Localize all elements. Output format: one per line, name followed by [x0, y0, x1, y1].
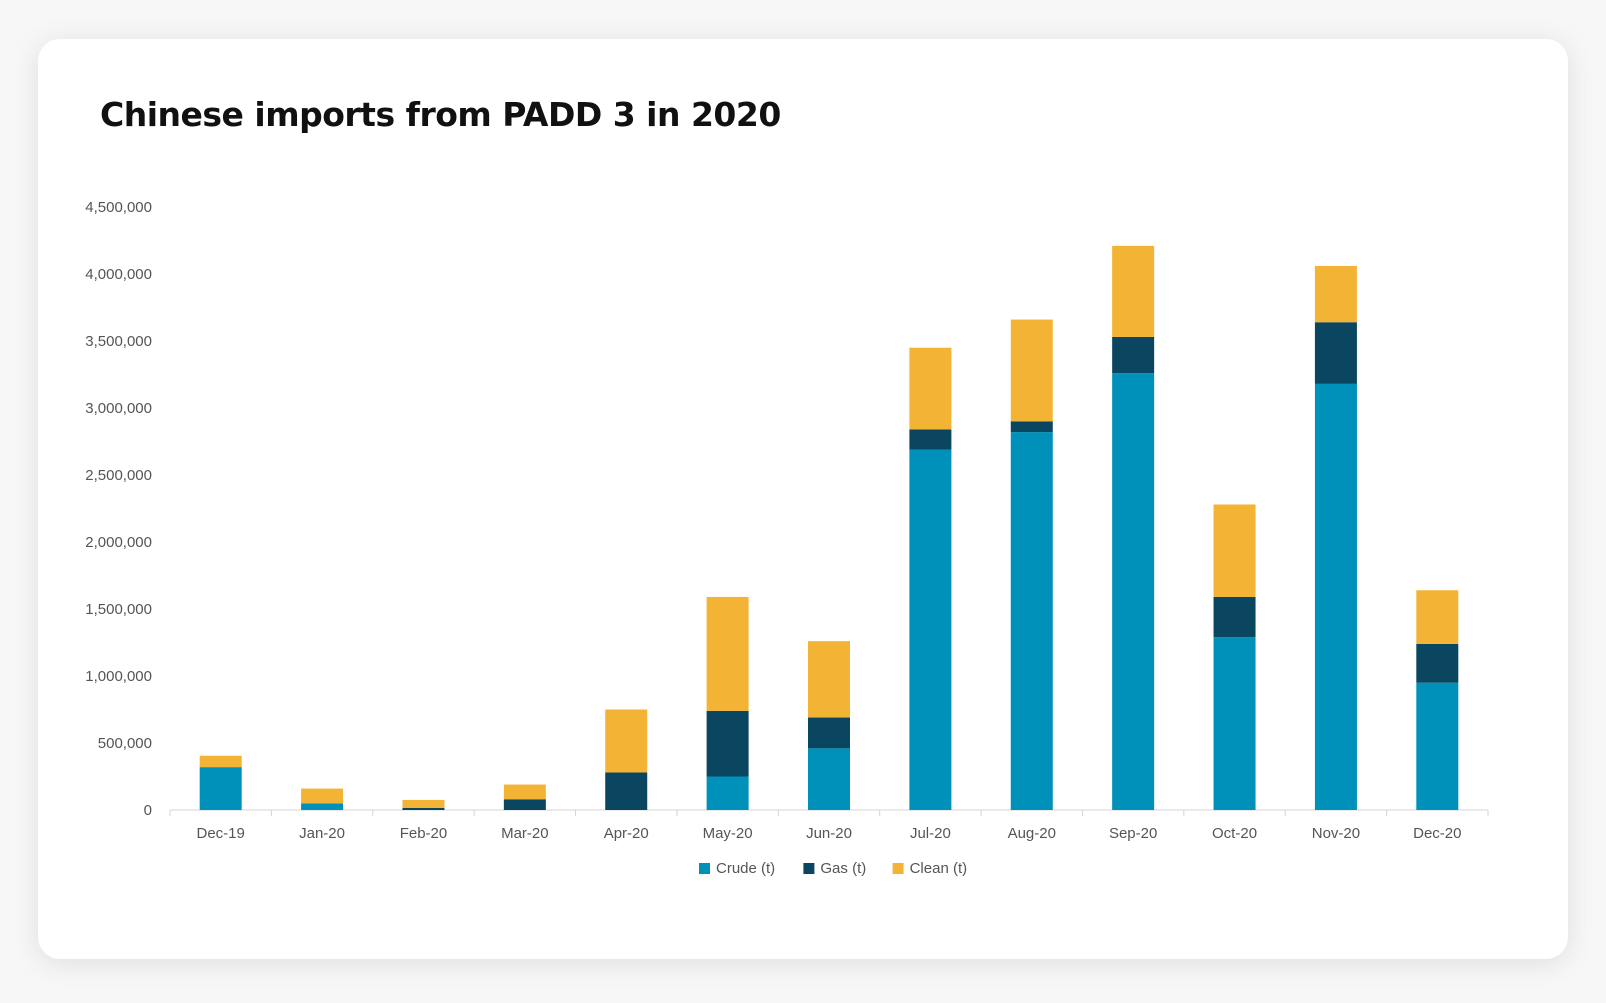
bar-segment-clean-feb-20	[402, 799, 445, 808]
bar-segment-clean-sep-20	[1112, 245, 1155, 337]
y-tick-label: 2,500,000	[85, 467, 152, 484]
bar-segment-clean-dec-20	[1416, 590, 1459, 644]
bar-segment-clean-may-20	[706, 596, 749, 711]
y-axis: 0 500,000 1,000,000 1,500,000 2,000,000 2,500…	[85, 199, 152, 819]
x-tick-label: Jan-20	[299, 825, 345, 842]
y-tick-label: 1,500,000	[85, 601, 152, 618]
x-tick-label: Sep-20	[1109, 825, 1157, 842]
bar-segment-crude-jun-20	[808, 748, 850, 810]
chart-title: Chinese imports from PADD 3 in 2020	[100, 95, 781, 134]
x-tick-label: Oct-20	[1212, 825, 1257, 842]
legend-label-crude: Crude (t)	[716, 860, 775, 877]
x-tick-label: May-20	[703, 825, 753, 842]
bar-segment-crude-oct-20	[1213, 637, 1256, 810]
bar-segment-crude-nov-20	[1314, 383, 1357, 810]
bar-segment-clean-apr-20	[605, 709, 648, 773]
legend: Crude (t) Gas (t) Clean (t)	[699, 860, 967, 877]
bar-segment-gas-oct-20	[1213, 596, 1256, 638]
x-tick-label: Aug-20	[1008, 825, 1056, 842]
chart-svg: 0 500,000 1,000,000 1,500,000 2,000,000 2,500…	[85, 199, 1489, 877]
bar-segment-gas-jun-20	[808, 717, 850, 749]
bar-segment-gas-may-20	[706, 710, 749, 777]
bar-segment-gas-mar-20	[503, 799, 546, 810]
y-tick-label: 4,500,000	[85, 199, 152, 216]
x-tick-label: Dec-19	[197, 825, 245, 842]
bar-segment-crude-dec-20	[1416, 682, 1459, 810]
legend-swatch-clean	[892, 863, 904, 874]
bar-segment-clean-jun-20	[808, 641, 850, 718]
bar-segment-crude-may-20	[706, 776, 749, 810]
bar-segment-gas-sep-20	[1112, 336, 1155, 374]
y-tick-label: 3,500,000	[85, 333, 152, 350]
bar-segment-crude-jan-20	[301, 803, 344, 810]
bar-segment-gas-aug-20	[1010, 421, 1053, 433]
bar-segment-clean-oct-20	[1213, 504, 1256, 597]
x-tick-label: Nov-20	[1312, 825, 1360, 842]
legend-swatch-gas	[803, 863, 815, 874]
x-axis: Dec-19 Jan-20 Feb-20 Mar-20 Apr-20 May-20 Jun-…	[169, 809, 1489, 842]
bar-segment-crude-jul-20	[909, 449, 952, 810]
bar-segment-gas-feb-20	[402, 807, 445, 810]
y-tick-label: 500,000	[98, 735, 152, 752]
bar-segment-clean-dec-19	[199, 755, 242, 768]
bar-segment-crude-aug-20	[1010, 432, 1053, 810]
legend-swatch-crude	[699, 863, 710, 874]
bar-segment-gas-dec-20	[1416, 643, 1459, 683]
bar-segment-crude-sep-20	[1112, 373, 1155, 810]
legend-label-gas: Gas (t)	[820, 860, 866, 877]
x-tick-label: Jul-20	[910, 825, 951, 842]
legend-label-clean: Clean (t)	[910, 860, 968, 877]
chart-card: Chinese imports from PADD 3 in 2020 0 500…	[38, 39, 1568, 959]
bar-segment-gas-jul-20	[909, 429, 952, 450]
y-tick-label: 1,000,000	[85, 668, 152, 685]
bar-segment-clean-jan-20	[301, 788, 344, 804]
bar-segment-gas-nov-20	[1314, 322, 1357, 384]
x-tick-label: Apr-20	[604, 825, 649, 842]
x-tick-label: Jun-20	[806, 825, 852, 842]
y-tick-label: 4,000,000	[85, 266, 152, 283]
bars	[199, 245, 1459, 810]
y-tick-label: 2,000,000	[85, 534, 152, 551]
x-tick-label: Mar-20	[501, 825, 549, 842]
bar-segment-clean-nov-20	[1314, 265, 1357, 323]
bar-segment-clean-aug-20	[1010, 319, 1053, 422]
bar-segment-clean-mar-20	[503, 784, 546, 800]
bar-segment-crude-dec-19	[199, 767, 242, 810]
x-tick-label: Dec-20	[1413, 825, 1461, 842]
x-tick-label: Feb-20	[400, 825, 448, 842]
y-tick-label: 3,000,000	[85, 400, 152, 417]
y-tick-label: 0	[144, 802, 152, 819]
bar-segment-gas-apr-20	[605, 772, 648, 810]
bar-segment-clean-jul-20	[909, 347, 952, 430]
